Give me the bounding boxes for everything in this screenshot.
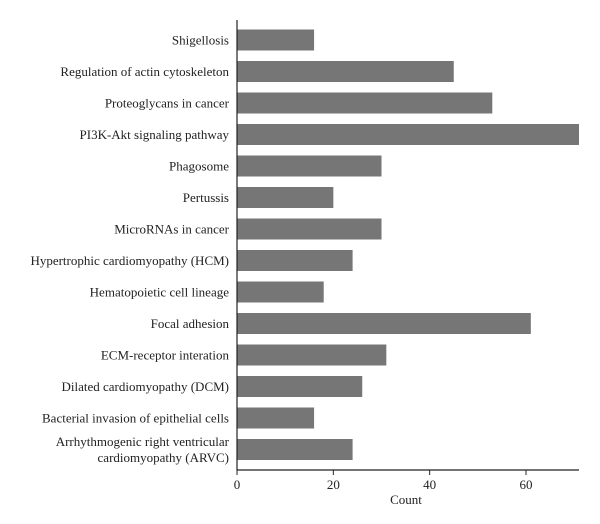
category-label: Proteoglycans in cancer	[105, 96, 230, 111]
category-label: Focal adhesion	[151, 316, 230, 331]
x-tick-label: 20	[327, 477, 340, 492]
category-label: Shigellosis	[172, 33, 229, 48]
x-ticks-group: 0 20 40 60	[234, 470, 533, 492]
bar	[237, 407, 315, 429]
bar	[237, 92, 493, 114]
bar	[237, 187, 334, 208]
bar	[237, 250, 353, 271]
bar	[237, 376, 363, 397]
x-tick-label: 60	[520, 477, 533, 492]
bar	[237, 155, 382, 177]
bar	[237, 344, 387, 366]
category-label: PI3K-Akt signaling pathway	[80, 127, 230, 142]
x-tick-label: 0	[234, 477, 241, 492]
category-label: Phagosome	[169, 159, 229, 174]
category-label: Hematopoietic cell lineage	[90, 285, 230, 300]
category-label: Hypertrophic cardiomyopathy (HCM)	[30, 253, 229, 268]
bar	[237, 218, 382, 240]
bar	[237, 124, 579, 145]
category-label: MicroRNAs in cancer	[114, 222, 229, 237]
category-label: Dilated cardiomyopathy (DCM)	[61, 379, 229, 394]
bar	[237, 439, 353, 460]
x-axis-label: Count	[390, 492, 422, 507]
category-label: Arrhythmogenic right ventricular cardiomy…	[56, 434, 230, 465]
category-label: Bacterial invasion of epithelial cells	[42, 411, 229, 426]
bars-group	[237, 29, 579, 460]
category-label: ECM-receptor interation	[101, 348, 230, 363]
bar	[237, 313, 531, 334]
category-label: Regulation of actin cytoskeleton	[60, 64, 229, 79]
bar	[237, 281, 324, 303]
category-label: Pertussis	[183, 190, 229, 205]
x-tick-label: 40	[423, 477, 436, 492]
bar	[237, 29, 315, 51]
bar	[237, 61, 454, 82]
category-labels: Shigellosis Regulation of actin cytoskele…	[30, 33, 229, 466]
